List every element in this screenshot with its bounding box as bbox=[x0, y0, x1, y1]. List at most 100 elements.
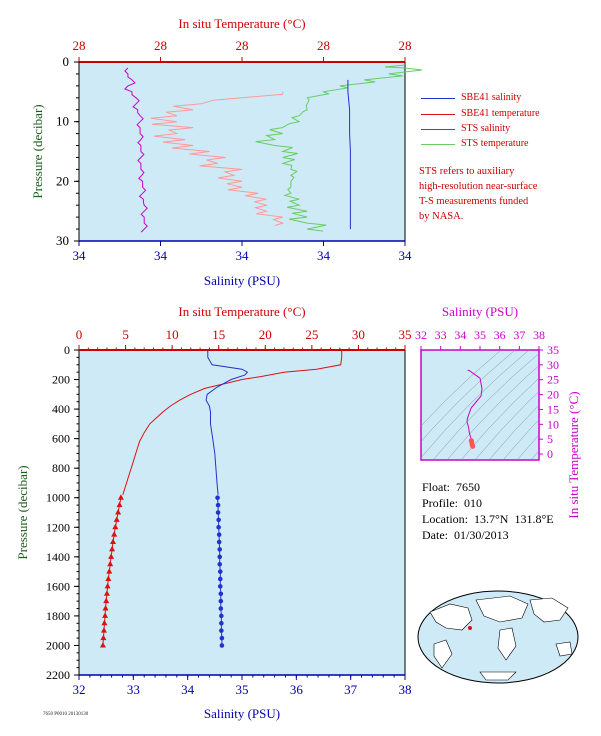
bottom-tick-label: 34 bbox=[236, 248, 250, 263]
y-tick-label: 30 bbox=[56, 233, 69, 248]
temperature-triangle-marker bbox=[109, 538, 116, 545]
legend-swatch bbox=[421, 114, 455, 115]
salinity-dot-marker bbox=[217, 569, 223, 574]
salinity-dot-marker bbox=[219, 628, 224, 633]
salinity-dot-marker bbox=[219, 635, 225, 641]
density-contour bbox=[421, 350, 516, 442]
salinity-dot-marker bbox=[218, 606, 224, 611]
temperature-triangle-marker bbox=[107, 560, 114, 567]
sbe41-salinity-line bbox=[205, 350, 249, 495]
top-tick-label: 28 bbox=[317, 38, 330, 53]
top-tick-label: 5 bbox=[122, 327, 129, 342]
ts-y-tick-label: 15 bbox=[547, 402, 559, 416]
temperature-triangle-marker bbox=[112, 523, 119, 530]
top-tick-label: 30 bbox=[352, 327, 365, 342]
salinity-dot-marker bbox=[218, 598, 224, 604]
y-tick-label: 2000 bbox=[46, 638, 70, 652]
temperature-triangle-marker bbox=[109, 545, 116, 552]
legend-label: STS salinity bbox=[461, 123, 511, 134]
top-tick-label: 0 bbox=[76, 327, 83, 342]
ts-plot-area bbox=[420, 349, 540, 461]
top-axis-title: In situ Temperature (°C) bbox=[178, 304, 305, 319]
top-tick-label: 25 bbox=[305, 327, 318, 342]
salinity-dot-marker bbox=[215, 510, 221, 515]
salinity-dot-marker bbox=[215, 495, 220, 501]
temperature-triangle-marker bbox=[100, 634, 107, 641]
temperature-triangle-marker bbox=[103, 597, 110, 604]
ts-y-tick-label: 25 bbox=[547, 373, 559, 387]
temperature-triangle-marker bbox=[100, 627, 107, 633]
temperature-triangle-marker bbox=[99, 641, 106, 648]
ts-y-tick-label: 35 bbox=[547, 343, 559, 357]
ts-deep-marker bbox=[470, 443, 476, 449]
info-location: Location: 13.7°N 131.8°E bbox=[422, 512, 554, 526]
map-landmass bbox=[555, 641, 573, 657]
bottom-tick-label: 34 bbox=[399, 248, 413, 263]
temperature-triangle-marker bbox=[106, 568, 113, 574]
top-tick-label: 20 bbox=[259, 327, 272, 342]
bottom-tick-label: 35 bbox=[236, 682, 249, 697]
ts-y-tick-label: 30 bbox=[547, 358, 559, 372]
temperature-triangle-marker bbox=[108, 553, 115, 559]
top-tick-label: 28 bbox=[154, 38, 167, 53]
salinity-dot-marker bbox=[216, 517, 221, 523]
ts-y-axis-title: In situ Temperature (°C) bbox=[566, 391, 581, 518]
density-contour bbox=[488, 404, 539, 460]
map-landmass bbox=[529, 597, 569, 623]
ts-top-tick-label: 34 bbox=[454, 328, 466, 342]
ts-top-tick-label: 33 bbox=[435, 328, 447, 342]
density-contour bbox=[421, 350, 502, 427]
density-contour bbox=[516, 434, 539, 460]
bottom-tick-label: 36 bbox=[290, 682, 304, 697]
temperature-triangle-marker bbox=[115, 509, 122, 515]
sts-temperature-light-line bbox=[150, 91, 285, 227]
y-axis-title: Pressure (decibar) bbox=[15, 465, 30, 559]
y-tick-label: 0 bbox=[64, 343, 70, 357]
bottom-tick-label: 33 bbox=[127, 682, 140, 697]
salinity-dot-marker bbox=[218, 591, 224, 597]
ts-top-axis-title: Salinity (PSU) bbox=[442, 304, 518, 319]
note-line: high-resolution near-surface bbox=[419, 181, 538, 192]
temperature-triangle-marker bbox=[117, 494, 124, 500]
y-tick-label: 800 bbox=[52, 461, 70, 475]
y-axis-title: Pressure (decibar) bbox=[30, 104, 45, 198]
temperature-triangle-marker bbox=[105, 575, 112, 581]
salinity-dot-marker bbox=[217, 547, 223, 552]
density-contour bbox=[474, 390, 539, 460]
ts-top-tick-label: 38 bbox=[533, 328, 545, 342]
info-profile: Profile: 010 bbox=[422, 496, 482, 510]
y-tick-label: 1200 bbox=[46, 520, 70, 534]
salinity-dot-marker bbox=[217, 554, 223, 560]
y-tick-label: 1400 bbox=[46, 550, 70, 564]
temperature-triangle-marker bbox=[113, 516, 120, 522]
world-map bbox=[417, 590, 579, 684]
top-tick-label: 35 bbox=[399, 327, 412, 342]
temperature-triangle-marker bbox=[116, 501, 123, 508]
note-line: by NASA. bbox=[419, 211, 464, 222]
bottom-axis-title: Salinity (PSU) bbox=[204, 706, 280, 721]
salinity-dot-marker bbox=[215, 502, 221, 508]
info-date: Date: 01/30/2013 bbox=[422, 528, 509, 542]
y-tick-label: 20 bbox=[56, 173, 69, 188]
note-line: STS refers to auxiliary bbox=[419, 166, 515, 177]
bottom-tick-label: 37 bbox=[344, 682, 358, 697]
salinity-dot-marker bbox=[216, 532, 222, 537]
info-float: Float: 7650 bbox=[422, 480, 481, 494]
map-landmass bbox=[479, 671, 517, 681]
y-tick-label: 1800 bbox=[46, 609, 70, 623]
salinity-dot-marker bbox=[219, 620, 224, 626]
sts-note: STS refers to auxiliary high-resolution … bbox=[419, 164, 594, 224]
salinity-dot-marker bbox=[216, 524, 221, 530]
salinity-dot-marker bbox=[217, 576, 223, 582]
bottom-tick-label: 34 bbox=[181, 682, 195, 697]
plot-area-bottom bbox=[78, 349, 406, 676]
bottom-axis-title: Salinity (PSU) bbox=[204, 273, 280, 288]
y-tick-label: 600 bbox=[52, 432, 70, 446]
density-contour bbox=[502, 419, 539, 460]
map-landmass bbox=[497, 627, 517, 661]
top-tick-label: 10 bbox=[166, 327, 179, 342]
float-location-marker bbox=[468, 626, 472, 630]
legend-label: STS temperature bbox=[461, 138, 529, 149]
y-tick-label: 200 bbox=[52, 373, 70, 387]
sbe41-temperature-line bbox=[122, 350, 343, 495]
